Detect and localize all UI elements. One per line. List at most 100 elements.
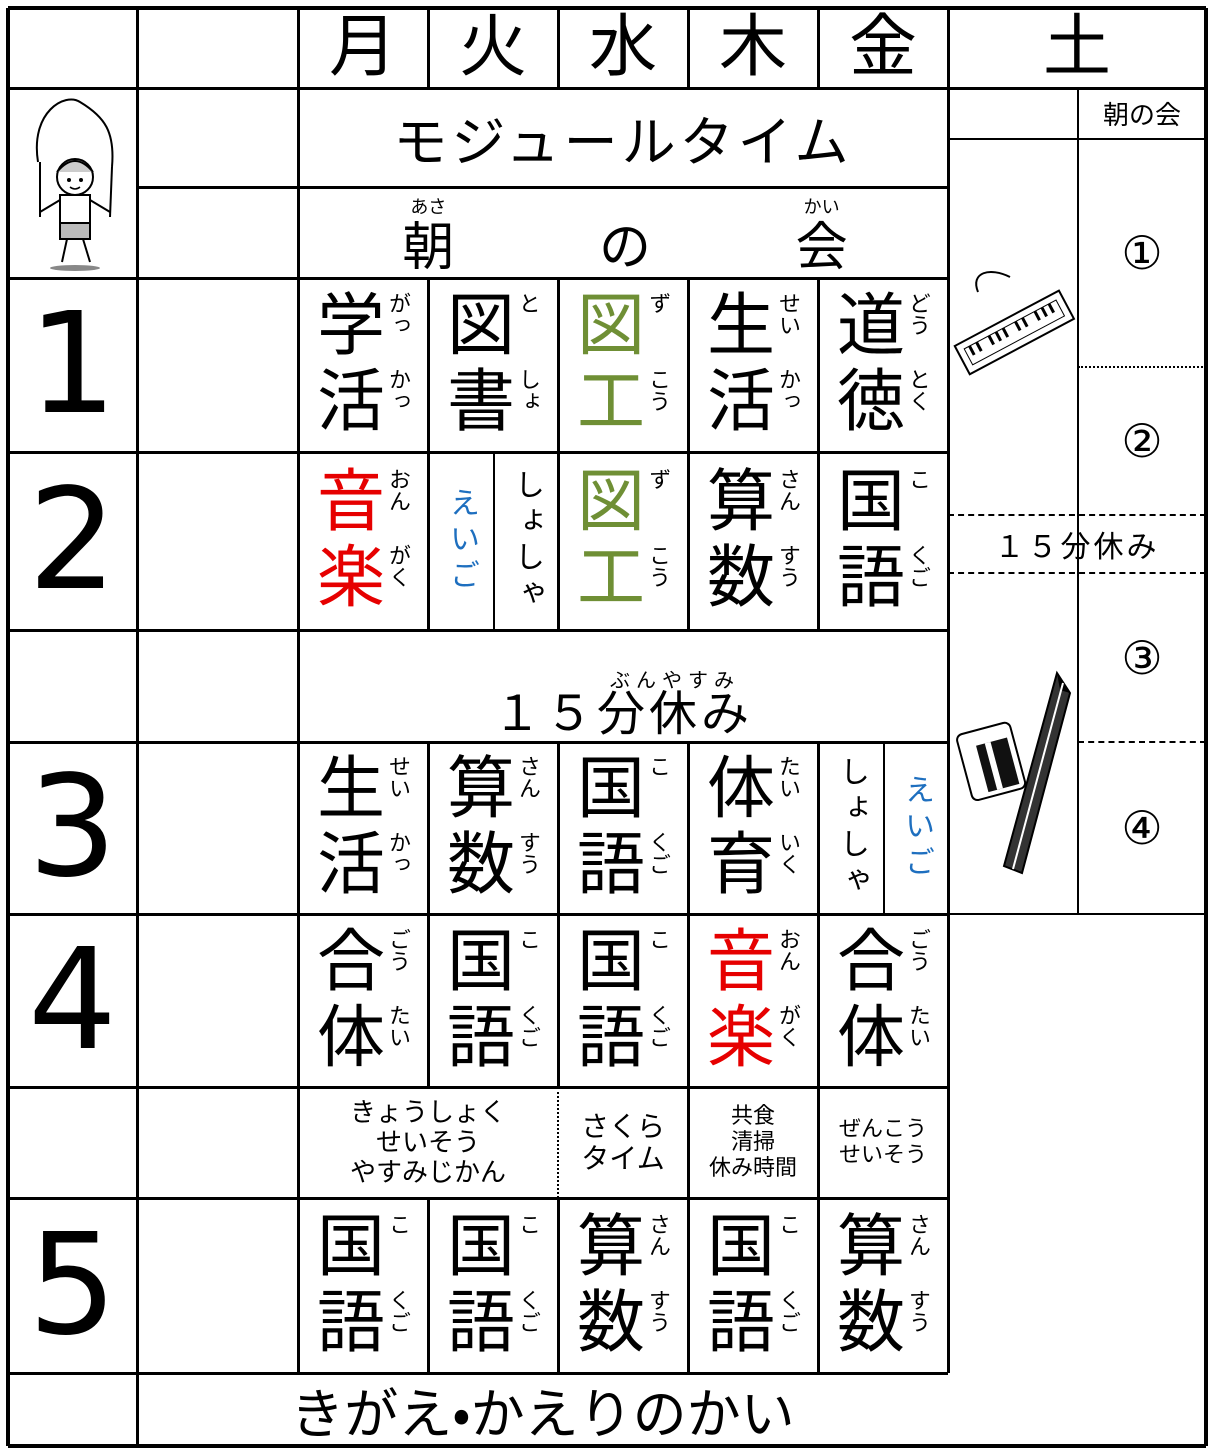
- split-text: しょしゃ: [509, 469, 544, 613]
- subject-cell: 国こ語くご: [558, 742, 688, 914]
- grid-line: [816, 1087, 820, 1198]
- ruby: せい: [385, 755, 410, 799]
- kanji: 活: [316, 363, 385, 442]
- ruby: たい: [905, 1003, 930, 1048]
- grid-line: [6, 8, 10, 1446]
- grid-line: [8, 912, 948, 916]
- ruby: すう: [515, 831, 540, 875]
- period-label: 4: [27, 918, 118, 1082]
- subject-char: 音おん: [706, 922, 800, 1002]
- lunch-cell: さくら タイム: [558, 1087, 688, 1198]
- lunch-line: ぜんこう: [838, 1116, 927, 1142]
- day-label: 金: [848, 8, 917, 87]
- grid-line: [1204, 8, 1208, 1446]
- ruby: ず: [645, 468, 670, 490]
- subject-cell: 国こ語くご: [298, 1198, 428, 1373]
- grid-line: [556, 8, 560, 88]
- period-label: 5: [27, 1203, 118, 1367]
- subject-char: 国こ: [446, 1207, 540, 1287]
- day-label: 水: [588, 8, 657, 87]
- subject-cell: 国こ語くご: [428, 914, 558, 1087]
- ruby: せい: [775, 292, 800, 336]
- ruby: こ: [775, 1212, 800, 1235]
- subject-cell: 算さん数すう: [688, 452, 818, 630]
- period-number: 5: [8, 1198, 137, 1373]
- kanji: 算: [576, 1207, 645, 1287]
- module-row: モジュールタイム: [298, 88, 948, 187]
- ruby: しょ: [515, 368, 540, 412]
- kanji: 図: [576, 463, 645, 542]
- kanji: 体: [706, 750, 775, 829]
- kanji: 国: [576, 750, 645, 829]
- ruby: こ: [905, 468, 930, 490]
- kanji: 体: [316, 998, 385, 1078]
- grid-line: [426, 742, 430, 1087]
- ruby: くご: [645, 1003, 670, 1048]
- ruby: ず: [645, 292, 670, 314]
- lunch-line: 休み時間: [708, 1155, 797, 1181]
- ruby: さん: [775, 468, 800, 512]
- ruby: かっ: [385, 831, 410, 875]
- subject-char: 語くご: [706, 1283, 800, 1363]
- subject-char: 国こ: [836, 463, 930, 542]
- kanji: 体: [836, 998, 905, 1078]
- kanji: 語: [446, 1283, 515, 1363]
- subject-cell: 図ず工こう: [558, 278, 688, 452]
- morning-text: 会: [795, 218, 848, 278]
- ruby: こ: [515, 1212, 540, 1235]
- morning-row: あさ朝 の かい会: [330, 190, 920, 282]
- subject-cell: 音おん楽がく: [298, 452, 428, 630]
- day-label: 木: [718, 8, 787, 87]
- period-number: 3: [8, 742, 137, 914]
- subject-char: 体たい: [316, 998, 410, 1078]
- subject-char: 語くご: [577, 1000, 670, 1077]
- break-label: １５分休み: [994, 530, 1160, 565]
- saturday-slot: ②: [1078, 367, 1206, 515]
- subject-char: 国こ: [317, 1209, 410, 1286]
- kanji: 国: [446, 922, 515, 1002]
- period-label: 2: [27, 459, 118, 622]
- module-label: モジュールタイム: [393, 111, 853, 174]
- ruby: くご: [385, 1288, 410, 1333]
- kanji: 国: [446, 1207, 515, 1287]
- day-label: 火: [458, 8, 527, 87]
- grid-line: [948, 572, 1206, 576]
- day-header: 水: [558, 8, 688, 88]
- kanji: 育: [706, 826, 775, 905]
- subject-cell: 生せい活かっ: [298, 742, 428, 914]
- morning-word: かい会: [795, 198, 848, 279]
- kanji: 図: [446, 287, 515, 366]
- grid-line: [686, 1198, 690, 1373]
- lunch-line: 清掃: [730, 1129, 775, 1155]
- grid-line: [493, 452, 495, 630]
- subject-cell: 合ごう体たい: [298, 914, 428, 1087]
- ruby: ぶんやすみ: [610, 668, 740, 692]
- subject-char: 数すう: [447, 828, 540, 904]
- kanji: 国: [836, 463, 905, 542]
- kanji: 語: [576, 826, 645, 905]
- slot-label: ③: [1121, 630, 1163, 685]
- day-header: 土: [948, 8, 1206, 88]
- ruby: こ: [645, 755, 670, 777]
- period-number: 4: [8, 914, 137, 1087]
- subject-char: 算さん: [447, 752, 540, 828]
- split-cell: えいご: [884, 742, 948, 914]
- kanji: 語: [446, 998, 515, 1078]
- ruby: さん: [645, 1212, 670, 1257]
- kanji: 音: [706, 922, 775, 1002]
- subject-cell: 図ず工こう: [558, 452, 688, 630]
- morning-word: の: [599, 218, 651, 278]
- break-word: １５分休み ぶんやすみ: [493, 668, 753, 742]
- kanji: 語: [706, 1283, 775, 1363]
- kanji: 数: [576, 1283, 645, 1363]
- grid-line: [948, 913, 1206, 915]
- grid-line: [686, 1087, 690, 1198]
- ruby: ごう: [385, 927, 410, 972]
- ruby: あさ: [410, 197, 447, 218]
- kanji: 工: [576, 539, 645, 618]
- ruby: くご: [775, 1288, 800, 1333]
- subject-char: 数すう: [576, 1283, 670, 1363]
- day-header: 金: [818, 8, 948, 88]
- kanji: 楽: [706, 998, 775, 1078]
- subject-char: 合ごう: [317, 924, 410, 1001]
